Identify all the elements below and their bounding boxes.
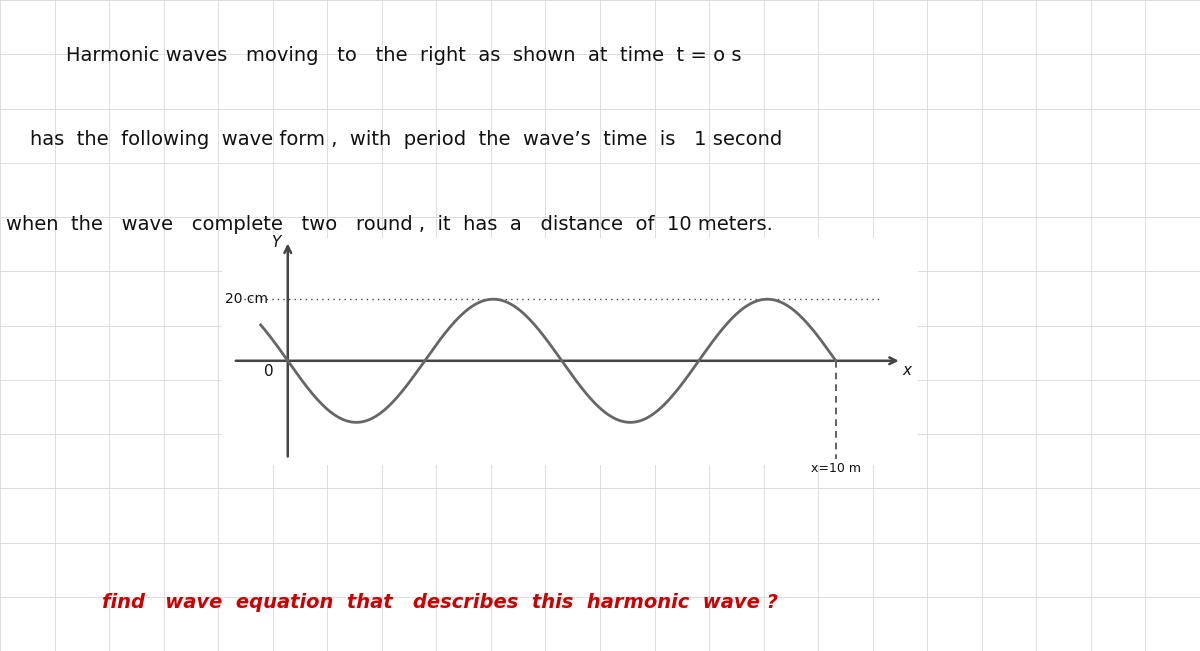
Text: x=10 m: x=10 m [811,462,860,475]
Text: has  the  following  wave form ,  with  period  the  wave’s  time  is   1 second: has the following wave form , with perio… [30,130,782,150]
Text: 20 cm: 20 cm [224,292,268,306]
Text: when  the   wave   complete   two   round ,  it  has  a   distance  of  10 meter: when the wave complete two round , it ha… [6,215,773,234]
Text: Y: Y [271,235,281,250]
Text: Harmonic waves   moving   to   the  right  as  shown  at  time  t = o s: Harmonic waves moving to the right as sh… [66,46,742,65]
Text: x: x [902,363,912,378]
Text: find   wave  equation  that   describes  this  harmonic  wave ?: find wave equation that describes this h… [102,592,778,612]
Text: 0: 0 [264,365,274,380]
